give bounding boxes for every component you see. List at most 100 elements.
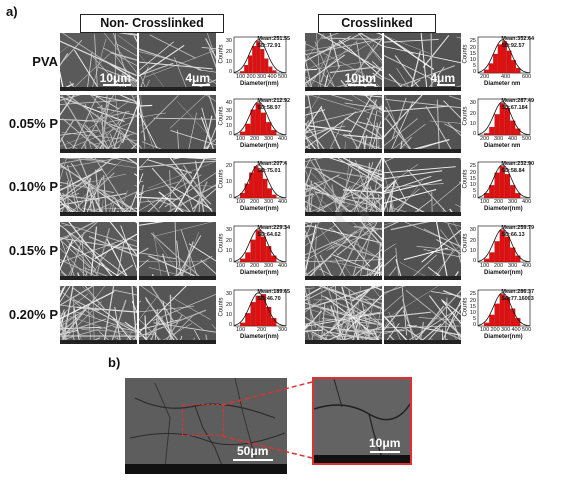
- hist-bar: [493, 53, 498, 74]
- hist-bar: [499, 230, 505, 263]
- y-tick-label: 5: [472, 187, 476, 194]
- x-tick-label: 300: [257, 74, 267, 80]
- hist-bar: [504, 174, 511, 199]
- scale-bar-label: 50μm: [237, 444, 269, 458]
- sd-label: SD:46.70: [257, 296, 281, 302]
- hist-bar: [494, 241, 500, 263]
- hist-bar: [250, 109, 256, 136]
- hist-bar: [262, 178, 268, 199]
- sem-crosslinked-high-mag-3: [384, 222, 461, 280]
- hist-bar: [515, 193, 521, 199]
- x-tick-label: 200: [250, 199, 260, 205]
- mean-label: Mean:352.64: [501, 36, 535, 42]
- y-tick-label: 20: [469, 110, 476, 117]
- hist-bar: [515, 68, 521, 74]
- y-tick-label: 10: [225, 123, 232, 130]
- y-tick-label: 20: [469, 44, 476, 51]
- hist-bar: [264, 58, 269, 74]
- y-tick-label: 20: [225, 301, 232, 308]
- y-tick-label: 15: [469, 303, 476, 310]
- sem-crosslinked-low-mag-0: 10μm: [305, 33, 382, 91]
- panel-a-label: a): [6, 4, 18, 19]
- sem-noncrosslinked-high-mag-0: 4μm: [139, 33, 216, 91]
- y-tick-label: 15: [469, 50, 476, 57]
- x-tick-label: 200: [490, 327, 500, 333]
- mean-label: Mean:229.34: [257, 225, 291, 231]
- hist-bar: [258, 169, 263, 199]
- x-tick-label: 300: [508, 199, 518, 205]
- x-tick-label: 300: [264, 263, 274, 269]
- gaussian-fit: [233, 292, 287, 327]
- hist-bar: [248, 55, 253, 74]
- sem-zoom-texture: [314, 379, 410, 463]
- y-tick-label: 30: [225, 291, 232, 298]
- y-tick-label: 0: [472, 258, 476, 264]
- y-tick-label: 10: [469, 309, 476, 316]
- x-tick-label: 500: [522, 327, 532, 333]
- x-axis-label: Diameter nm: [484, 143, 521, 149]
- y-tick-label: 10: [225, 311, 232, 318]
- x-axis-label: Diameter(nm): [240, 81, 279, 87]
- hist-bar: [245, 252, 251, 263]
- y-tick-label: 0: [228, 131, 232, 137]
- sem-noncrosslinked-low-mag-2: [60, 158, 137, 216]
- y-tick-label: 10: [225, 247, 232, 254]
- x-tick-label: 100: [236, 74, 246, 80]
- y-tick-label: 30: [225, 38, 232, 45]
- x-tick-label: 400: [267, 74, 277, 80]
- scale-bar-label: 4μm: [185, 71, 210, 85]
- hist-bar: [255, 103, 261, 136]
- header-crosslinked: Crosslinked: [318, 14, 436, 33]
- mean-label: Mean:287.49: [501, 98, 535, 104]
- y-tick-label: 0: [228, 69, 232, 75]
- x-tick-label: 200: [250, 136, 260, 142]
- hist-bar: [484, 133, 490, 136]
- hist-bar: [510, 120, 516, 136]
- zoom-region-box: [182, 404, 224, 436]
- sem-crosslinked-low-mag-4: [305, 286, 382, 344]
- y-tick-label: 0: [228, 258, 232, 264]
- hist-bar: [249, 172, 254, 199]
- sem-noncrosslinked-low-mag-1: [60, 95, 137, 153]
- mean-label: Mean:189.65: [257, 289, 291, 295]
- mean-label: Mean:212.92: [257, 98, 291, 104]
- hist-bar: [504, 236, 511, 263]
- y-tick-label: 25: [469, 163, 476, 170]
- hist-bar: [484, 322, 490, 327]
- sd-label: SD:72.91: [257, 43, 281, 49]
- y-tick-label: 0: [228, 194, 232, 200]
- y-tick-label: 0: [472, 69, 476, 75]
- y-tick-label: 25: [469, 291, 476, 298]
- y-tick-label: 30: [225, 227, 232, 234]
- x-tick-label: 200: [250, 263, 260, 269]
- gaussian-fit: [233, 39, 287, 74]
- histogram-c-4: 0 5 10 15 20 25 100 200 300 400 500 Counts Diameter(…: [462, 286, 538, 344]
- y-tick-label: 0: [472, 322, 476, 328]
- hist-bar: [484, 69, 489, 74]
- hist-bar: [252, 46, 257, 74]
- hist-bar: [494, 303, 500, 327]
- sem-noncrosslinked-high-mag-4: [139, 286, 216, 344]
- hist-bar: [260, 49, 265, 74]
- histogram-c-3: 0 10 20 30 100 200 300 400 Counts Diameter(nm) Mea…: [462, 222, 538, 280]
- hist-bar: [266, 306, 272, 327]
- sd-label: SD:92.57: [501, 43, 525, 49]
- sem-zoom-image: 10μm: [312, 377, 412, 465]
- panel-b-label: b): [108, 355, 121, 370]
- hist-bar: [499, 166, 505, 199]
- x-tick-label: 600: [522, 74, 532, 80]
- hist-bar: [240, 131, 246, 136]
- mean-label: Mean:232.90: [501, 161, 535, 167]
- scale-bar-label: 4μm: [430, 71, 455, 85]
- hist-bar: [494, 114, 500, 136]
- x-axis-label: Diameter(nm): [484, 270, 523, 276]
- hist-bar: [499, 103, 505, 136]
- hist-bar: [484, 193, 490, 199]
- gaussian-fit: [477, 101, 531, 136]
- y-tick-label: 10: [469, 56, 476, 63]
- x-axis-label: Diameter nm: [484, 81, 521, 87]
- sd-label: SD:77.16003: [501, 296, 534, 302]
- y-tick-label: 5: [472, 62, 476, 69]
- gaussian-fit: [233, 101, 287, 136]
- x-tick-label: 100: [236, 327, 246, 333]
